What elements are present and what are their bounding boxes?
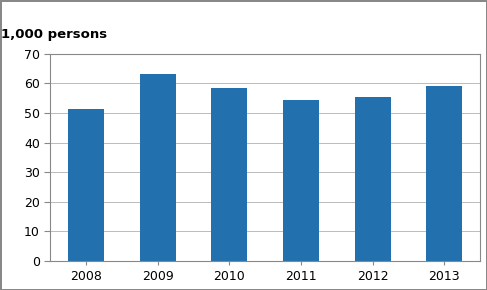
Bar [211,88,247,261]
Text: 1,000 persons: 1,000 persons [1,28,107,41]
Bar [426,86,462,261]
Bar [68,109,104,261]
Bar [283,100,319,261]
Bar [140,74,176,261]
Bar [355,97,391,261]
